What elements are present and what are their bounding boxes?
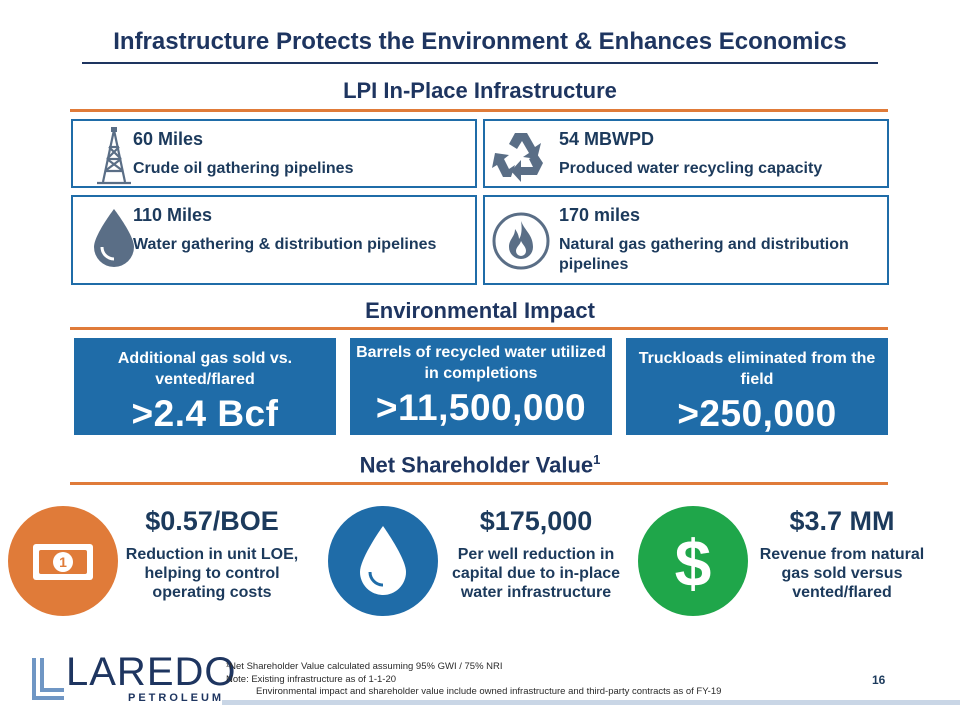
footnote-1: ¹Net Shareholder Value calculated assumi… [226, 661, 503, 672]
shv-value: $3.7 MM [789, 506, 895, 536]
shareholder-divider [70, 482, 888, 485]
capital-circle [328, 506, 438, 616]
infra-value: 170 miles [559, 205, 641, 225]
footnote-2: Note: Existing infrastructure as of 1-1-… [226, 674, 397, 685]
infra-card-water-gathering: 110 Miles Water gathering & distribution… [71, 195, 477, 285]
infrastructure-heading: LPI In-Place Infrastructure [343, 78, 617, 103]
env-value: >250,000 [677, 393, 837, 434]
shv-value: $0.57/BOE [145, 506, 279, 536]
page-title: Infrastructure Protects the Environment … [113, 28, 847, 55]
env-label: Additional gas sold vs. vented/flared [117, 350, 293, 388]
infra-card-natural-gas: 170 miles Natural gas gathering and dist… [483, 195, 889, 285]
water-drop-icon [94, 209, 134, 267]
env-label: Barrels of recycled water utilized in co… [356, 344, 606, 382]
shv-label: Per well reduction in capital due to in-… [451, 546, 621, 601]
env-card-gas: Additional gas sold vs. vented/flared >2… [74, 338, 336, 435]
banknote-icon: 1 [33, 544, 93, 580]
svg-text:1: 1 [59, 554, 67, 570]
footnote-3: Environmental impact and shareholder val… [256, 686, 722, 697]
water-drop-icon [360, 526, 406, 595]
logo-name: LAREDO [66, 650, 237, 694]
footer-bar-light [222, 700, 960, 705]
shv-label: Revenue from natural gas sold versus ven… [759, 546, 925, 601]
infra-card-water-recycling: 54 MBWPD Produced water recycling capaci… [483, 119, 889, 188]
env-card-trucks: Truckloads eliminated from the field >25… [626, 338, 888, 435]
env-value: >11,500,000 [375, 387, 587, 428]
shv-value: $175,000 [479, 506, 593, 536]
infra-label: Natural gas gathering and distribution p… [559, 236, 849, 273]
infrastructure-divider [70, 109, 888, 112]
logo-subtitle: PETROLEUM [128, 692, 225, 704]
shv-label: Reduction in unit LOE, helping to contro… [125, 546, 299, 601]
loe-circle: 1 [8, 506, 118, 616]
infra-label: Water gathering & distribution pipelines [133, 236, 437, 253]
env-card-water: Barrels of recycled water utilized in co… [350, 338, 612, 435]
environmental-heading: Environmental Impact [365, 298, 595, 323]
revenue-circle: $ [638, 506, 748, 616]
infra-card-crude: 60 Miles Crude oil gathering pipelines [71, 119, 477, 188]
dollar-icon: $ [675, 526, 712, 600]
page-number: 16 [872, 673, 886, 687]
svg-text:$: $ [675, 526, 712, 600]
shareholder-heading-text: Net Shareholder Value [359, 452, 594, 478]
env-value: >2.4 Bcf [131, 393, 279, 434]
env-label: Truckloads eliminated from the field [638, 350, 876, 388]
infra-label: Crude oil gathering pipelines [133, 160, 354, 177]
shareholder-heading: Net Shareholder Value1 [0, 452, 960, 478]
infra-value: 110 Miles [133, 205, 213, 225]
infra-value: 54 MBWPD [559, 129, 655, 149]
recycle-icon [492, 133, 543, 182]
footnote-marker: 1 [593, 452, 601, 467]
title-underline [82, 62, 878, 64]
infra-value: 60 Miles [133, 129, 204, 149]
flame-icon [492, 212, 550, 270]
laredo-logo-mark [32, 658, 64, 700]
environmental-divider [70, 327, 888, 330]
oil-derrick-icon [97, 127, 131, 185]
infra-label: Produced water recycling capacity [559, 160, 823, 177]
